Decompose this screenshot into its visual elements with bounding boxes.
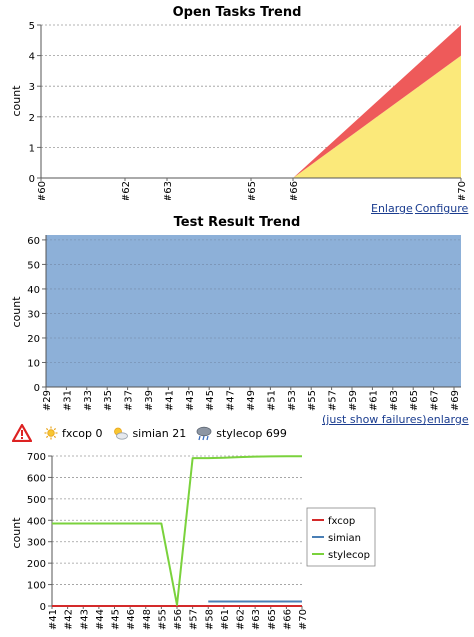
stylecop-status[interactable]: stylecop 699	[196, 426, 287, 441]
area-series-1	[41, 25, 461, 178]
x-tick-label: #65	[409, 390, 420, 411]
y-tick-label: 300	[27, 538, 46, 549]
chart-title: Open Tasks Trend	[173, 5, 302, 20]
x-tick-label: #57	[189, 609, 200, 630]
fxcop-status-label: fxcop 0	[62, 426, 103, 440]
configure-link[interactable]: Configure	[415, 202, 469, 215]
y-tick-label: 20	[27, 334, 40, 345]
y-tick-label: 500	[27, 495, 46, 506]
enlarge-link[interactable]: Enlarge	[371, 202, 413, 215]
sun-cloud-icon	[112, 426, 129, 440]
legend-label-stylecop: stylecop	[328, 550, 370, 561]
x-tick-label: #51	[266, 390, 277, 411]
open-tasks-trend-chart: Open Tasks Trend count 0 1 2 3 4 5 #60 #62 #63 #6…	[10, 5, 468, 200]
chart-title: Test Result Trend	[174, 215, 301, 230]
x-tick-label: #57	[328, 390, 339, 411]
x-tick-label: #70	[457, 181, 468, 200]
x-tick-label: #42	[64, 609, 75, 630]
legend-label-simian: simian	[328, 533, 361, 544]
x-tick-label: #62	[121, 181, 132, 200]
warnings-trend-chart: count 0 100 200 300 400 500 600 700 #41 #42 #43 #44…	[10, 452, 376, 630]
y-tick-label: 100	[27, 581, 46, 592]
x-tick-label: #66	[282, 609, 293, 630]
x-tick-label: #35	[103, 390, 114, 411]
simian-status[interactable]: simian 21	[112, 426, 186, 440]
y-tick-label: 700	[27, 452, 46, 463]
x-tick-label: #61	[368, 390, 379, 411]
x-tick-label: #59	[348, 390, 359, 411]
x-tick-label: #55	[307, 390, 318, 411]
y-tick-label: 30	[27, 309, 40, 320]
y-tick-label: 50	[27, 260, 40, 271]
simian-status-label: simian 21	[132, 426, 187, 440]
x-tick-label: #70	[298, 609, 309, 630]
y-tick-label: 0	[29, 174, 35, 185]
enlarge-link-lower[interactable]: enlarge	[427, 413, 469, 426]
area-series-0	[41, 55, 461, 178]
x-tick-label: #43	[79, 609, 90, 630]
x-tick-label: #62	[236, 609, 247, 630]
y-tick-label: 1	[29, 143, 35, 154]
x-tick-label: #67	[430, 390, 441, 411]
warning-triangle-icon	[12, 424, 32, 442]
y-tick-label: 10	[27, 358, 40, 369]
x-tick-label: #43	[185, 390, 196, 411]
x-tick-label: #69	[450, 390, 461, 411]
x-tick-label: #29	[42, 390, 53, 411]
line-series-stylecop	[52, 455, 302, 606]
y-tick-label: 40	[27, 285, 40, 296]
fxcop-status[interactable]: fxcop 0	[44, 426, 102, 440]
x-tick-label: #39	[144, 390, 155, 411]
warnings-summary-bar: fxcop 0 simian 21 stylecop 699	[12, 422, 297, 444]
x-tick-label: #48	[142, 609, 153, 630]
rain-cloud-icon	[196, 426, 212, 441]
x-tick-label: #31	[62, 390, 73, 411]
y-tick-label: 4	[29, 52, 35, 63]
x-tick-label: #63	[251, 609, 262, 630]
x-tick-label: #46	[126, 609, 137, 630]
y-tick-label: 3	[29, 82, 35, 93]
x-tick-label: #53	[287, 390, 298, 411]
area-series-0	[46, 235, 461, 387]
y-tick-label: 0	[40, 602, 46, 613]
legend-label-fxcop: fxcop	[328, 516, 355, 527]
x-tick-label: #65	[247, 181, 258, 200]
y-axis-label: count	[10, 517, 23, 549]
x-tick-label: #56	[173, 609, 184, 630]
x-tick-label: #66	[289, 181, 300, 200]
x-tick-label: #33	[83, 390, 94, 411]
x-tick-label: #49	[246, 390, 257, 411]
x-tick-label: #45	[111, 609, 122, 630]
x-tick-label: #41	[164, 390, 175, 411]
x-tick-label: #55	[157, 609, 168, 630]
x-tick-label: #37	[124, 390, 135, 411]
x-tick-label: #65	[267, 609, 278, 630]
y-tick-label: 400	[27, 516, 46, 527]
stylecop-status-label: stylecop 699	[216, 426, 287, 440]
x-tick-label: #47	[226, 390, 237, 411]
just-show-failures-link[interactable]: (just show failures)	[322, 413, 427, 426]
y-axis-label: count	[10, 85, 23, 117]
x-tick-label: #45	[205, 390, 216, 411]
x-tick-label: #44	[95, 609, 106, 630]
y-tick-label: 200	[27, 559, 46, 570]
x-tick-label: #61	[220, 609, 231, 630]
y-tick-label: 600	[27, 473, 46, 484]
test-result-trend-chart: Test Result Trend count 0 10 20 30 40 50 60 #29…	[10, 215, 461, 411]
y-tick-label: 2	[29, 113, 35, 124]
y-tick-label: 60	[27, 236, 40, 247]
x-tick-label: #63	[163, 181, 174, 200]
y-tick-label: 5	[29, 21, 35, 32]
x-tick-label: #58	[204, 609, 215, 630]
y-axis-label: count	[10, 296, 23, 328]
x-tick-label: #60	[37, 181, 48, 200]
x-tick-label: #41	[48, 609, 59, 630]
x-tick-label: #63	[389, 390, 400, 411]
y-tick-label: 0	[34, 383, 40, 394]
sun-icon	[44, 426, 58, 440]
